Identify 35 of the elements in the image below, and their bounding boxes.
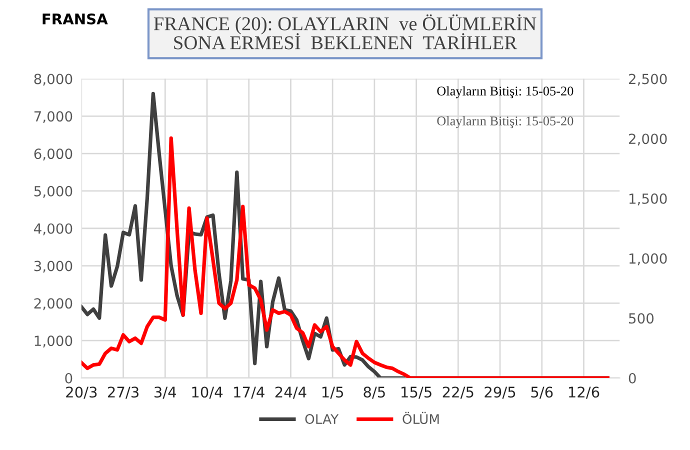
x-tick-label: 15/5 bbox=[402, 386, 432, 399]
y-tick-label: 0 bbox=[65, 372, 72, 384]
line-series bbox=[81, 136, 610, 378]
y2-tick-label: 1,500 bbox=[629, 193, 667, 206]
x-tick-label: 20/3 bbox=[66, 386, 97, 399]
y-tick-label: 6,000 bbox=[34, 148, 72, 160]
x-tick-label: 17/4 bbox=[234, 386, 264, 399]
y-tick-label: 4,000 bbox=[34, 223, 72, 236]
chart-subtitle: FRANSA bbox=[42, 13, 108, 24]
x-tick-label: 27/3 bbox=[108, 386, 138, 399]
x-tick-label: 8/5 bbox=[364, 386, 385, 399]
y-tick-label: 2,000 bbox=[34, 298, 72, 310]
x-tick-label: 22/5 bbox=[442, 386, 474, 399]
x-tick-label: 3/4 bbox=[154, 386, 176, 399]
x-tick-label: 29/5 bbox=[484, 386, 516, 399]
x-tick-label: 5/6 bbox=[531, 386, 553, 399]
y-tick-label: 8,000 bbox=[34, 74, 72, 86]
legend-label: ÖLÜM bbox=[402, 412, 439, 424]
y-tick-label: 3,000 bbox=[34, 260, 72, 273]
annotation: Olayların Bitişi: 15-05-20 bbox=[437, 86, 574, 98]
x-tick-label: 12/6 bbox=[568, 386, 600, 399]
y2-tick-label: 0 bbox=[628, 372, 636, 384]
legend-label: OLAY bbox=[305, 414, 339, 424]
chart-title: FRANCE (20): OLAYLARIN ve ÖLÜMLERİN SONA ERMESİ BEKLENEN TARİHLER bbox=[154, 14, 536, 50]
x-tick-label: 24/4 bbox=[275, 386, 306, 399]
y2-tick-label: 500 bbox=[629, 313, 654, 324]
y-tick-label: 1,000 bbox=[34, 336, 72, 348]
y2-tick-label: 1,000 bbox=[629, 253, 667, 266]
y2-tick-label: 2,000 bbox=[628, 134, 667, 146]
y-tick-label: 7,000 bbox=[34, 111, 72, 124]
y2-tick-label: 2,500 bbox=[628, 74, 667, 86]
x-tick-label: 1/5 bbox=[322, 386, 344, 399]
x-tick-label: 10/4 bbox=[192, 386, 223, 399]
y-tick-label: 5,000 bbox=[34, 186, 72, 198]
annotation: Olayların Bitişi: 15-05-20 bbox=[437, 116, 574, 128]
